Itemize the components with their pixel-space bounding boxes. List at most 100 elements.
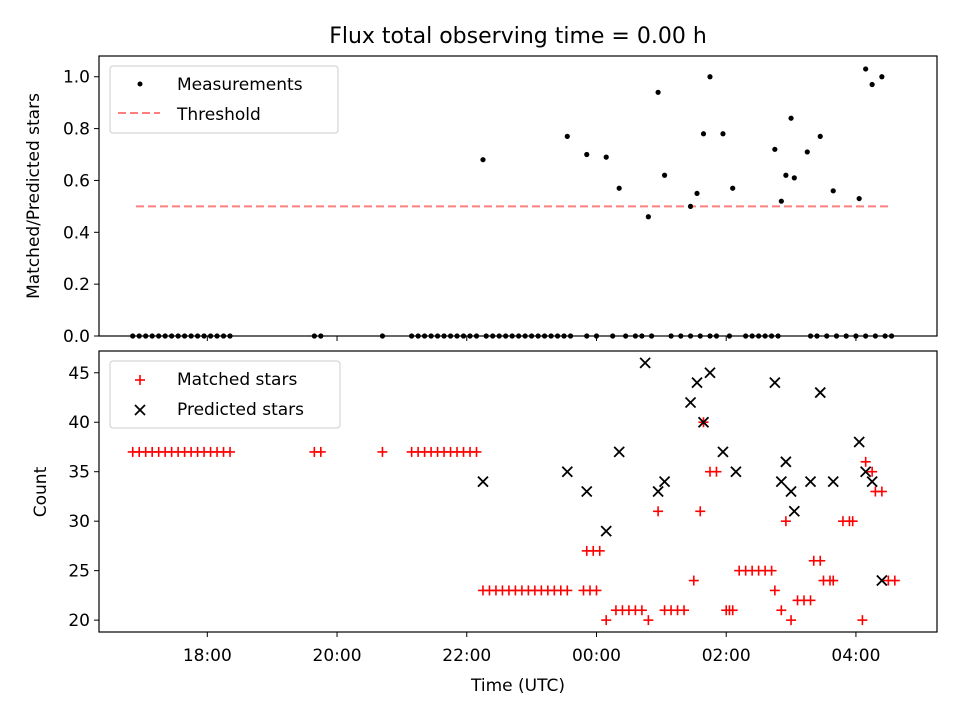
predicted-stars-point [477, 475, 489, 488]
matched-stars-point [828, 575, 839, 586]
axes-frame [98, 55, 938, 337]
x-tick-label: 04:00 [831, 646, 880, 666]
bottom-legend-box [109, 360, 341, 429]
predicted-stars-point [788, 505, 800, 517]
bottom-y-axis-label: Count [31, 466, 51, 517]
y-tick-label: 40 [68, 413, 90, 433]
top-legend-box [109, 65, 339, 134]
predicted-stars-point [658, 475, 671, 488]
predicted-stars-point [860, 466, 872, 478]
matched-stars-point [815, 555, 826, 566]
matched-stars-point [769, 585, 780, 596]
predicted-stars-point [652, 485, 664, 498]
measurement-point [700, 131, 707, 137]
matched-stars-point [377, 446, 388, 457]
legend-threshold-label: Threshold [176, 105, 261, 125]
matched-stars-point [766, 565, 777, 576]
predicted-stars-point [804, 475, 817, 488]
measurement-point [879, 74, 885, 80]
matched-stars-point [653, 506, 664, 517]
predicted-stars-point [684, 396, 697, 409]
measurement-point [783, 172, 789, 178]
bottom-panel: 20 25 30 35 40 45 18:00 20:00 22:00 00:00 02:00 04:… [31, 350, 938, 666]
measurement-point [707, 74, 713, 80]
bottom-plot-area [127, 357, 900, 626]
legend-measurements-label: Measurements [177, 75, 303, 95]
matched-stars-point [860, 456, 871, 467]
measurement-point [869, 81, 875, 88]
legend-predicted-label: Predicted stars [177, 400, 304, 420]
measurement-point [791, 175, 797, 181]
x-tick-label: 22:00 [442, 646, 491, 666]
x-axis-label: Time (UTC) [470, 676, 565, 696]
matched-stars-point [889, 575, 900, 586]
predicted-stars-point [866, 475, 878, 488]
predicted-stars-point [613, 446, 625, 458]
predicted-stars-point [827, 475, 839, 488]
predicted-stars-point [780, 456, 792, 468]
predicted-stars-point [581, 485, 593, 498]
predicted-stars-point [561, 466, 573, 478]
predicted-stars-point [717, 446, 729, 458]
matched-stars-point [594, 545, 605, 556]
x-tick-label: 20:00 [313, 646, 362, 666]
matched-stars-point [315, 446, 326, 457]
legend-measurements-marker [137, 81, 143, 87]
measurement-point [603, 154, 609, 160]
x-tick-label: 02:00 [702, 646, 751, 666]
top-legend: Measurements Threshold [109, 65, 339, 134]
predicted-stars-point [704, 367, 716, 379]
predicted-stars-point [775, 475, 787, 488]
x-tick-label: 00:00 [572, 646, 621, 666]
matched-stars-point [867, 466, 878, 477]
top-axes: 0.0 0.2 0.4 0.6 0.8 1.0 [63, 55, 938, 347]
bottom-legend: Matched stars Predicted stars [109, 360, 341, 429]
predicted-stars-point [853, 436, 865, 448]
y-tick-label: 25 [68, 562, 90, 582]
measurement-point [863, 66, 869, 72]
matched-stars-point [225, 446, 236, 457]
matched-stars-point [780, 516, 791, 527]
matched-stars-point [688, 575, 699, 586]
top-panel: 0.0 0.2 0.4 0.6 0.8 1.0 Matched/Predicted sta… [24, 55, 938, 347]
matched-stars-point [591, 585, 602, 596]
measurement-point [856, 195, 862, 202]
measurement-point [817, 133, 823, 139]
chart-title: Flux total observing time = 0.00 h [329, 24, 707, 49]
measurement-point [564, 133, 570, 139]
matched-stars-point [876, 486, 887, 497]
predicted-stars-point [697, 416, 710, 428]
matched-stars-point [805, 595, 816, 606]
y-tick-label: 45 [68, 364, 90, 384]
measurement-point [655, 89, 661, 95]
y-tick-label: 0.2 [63, 275, 90, 295]
y-tick-label: 0.8 [63, 120, 90, 140]
y-tick-label: 0.6 [63, 171, 90, 191]
matched-stars-point [471, 446, 482, 457]
predicted-stars-point [785, 485, 797, 498]
legend-matched-marker [135, 375, 145, 385]
y-tick-label: 30 [68, 512, 90, 532]
matched-stars-point [786, 615, 797, 626]
legend-matched-label: Matched stars [177, 370, 297, 390]
y-tick-label: 0.0 [63, 327, 90, 347]
predicted-stars-point [876, 574, 888, 587]
axes-frame [98, 350, 938, 633]
measurement-point [788, 115, 794, 121]
matched-stars-point [679, 605, 690, 616]
measurement-point [687, 203, 694, 209]
top-y-axis-label: Matched/Predicted stars [24, 93, 44, 299]
predicted-stars-point [730, 466, 742, 478]
measurement-point [645, 214, 651, 220]
matched-stars-point [711, 466, 722, 477]
legend-predicted-marker [134, 404, 146, 416]
bottom-axes: 20 25 30 35 40 45 18:00 20:00 22:00 00:00 02:00 04:… [68, 350, 938, 666]
measurement-point [694, 190, 700, 197]
measurement-point [772, 146, 778, 152]
predicted-stars-point [691, 377, 703, 389]
predicted-stars-point [639, 357, 651, 369]
matched-stars-point [857, 615, 868, 626]
predicted-stars-point [600, 525, 612, 537]
y-tick-label: 1.0 [63, 68, 90, 88]
